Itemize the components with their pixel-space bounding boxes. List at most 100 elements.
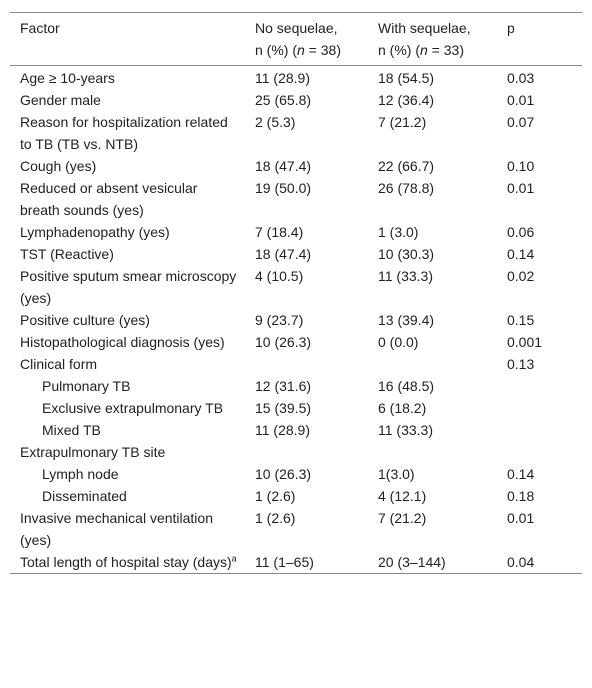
cell: 0 (0.0) bbox=[368, 331, 497, 353]
cell-text: 13 (39.4) bbox=[378, 312, 435, 328]
cell: 18 (47.4) bbox=[245, 243, 368, 265]
cell-text: 2 (5.3) bbox=[255, 114, 296, 130]
cell-text: 15 (39.5) bbox=[255, 400, 312, 416]
header-text: n bbox=[420, 42, 428, 58]
row: Age ≥ 10-years 11 (28.9) 18 (54.5) 0.03 bbox=[10, 66, 582, 90]
row-label: Total length of hospital stay (days)a bbox=[10, 551, 245, 574]
label-text: Clinical form bbox=[20, 356, 98, 372]
cell-text: 0.03 bbox=[507, 70, 535, 86]
header-text: No sequelae, bbox=[255, 20, 338, 36]
cell: 0.001 bbox=[497, 331, 582, 353]
cell: 1 (2.6) bbox=[245, 485, 368, 507]
label-text: Invasive mechanical ventilation (yes) bbox=[20, 510, 213, 548]
sub-row: Mixed TB 11 (28.9) 11 (33.3) bbox=[10, 419, 582, 441]
cell-text: 0.001 bbox=[507, 334, 543, 350]
cell-text: 20 (3–144) bbox=[378, 554, 446, 570]
row: Clinical form 0.13 bbox=[10, 353, 582, 375]
cell: 1(3.0) bbox=[368, 463, 497, 485]
cell: 11 (28.9) bbox=[245, 419, 368, 441]
header-cell: Factor bbox=[10, 13, 245, 66]
row: Positive culture (yes) 9 (23.7) 13 (39.4) 0… bbox=[10, 309, 582, 331]
cell: 22 (66.7) bbox=[368, 155, 497, 177]
label-text: Total length of hospital stay (days) bbox=[20, 554, 232, 570]
cell: 12 (31.6) bbox=[245, 375, 368, 397]
data-table: Factor No sequelae, n (%) (n = 38) With seq… bbox=[10, 12, 582, 574]
row-label: Lymphadenopathy (yes) bbox=[10, 221, 245, 243]
label-text: TST (Reactive) bbox=[20, 246, 114, 262]
cell-text: 12 (36.4) bbox=[378, 92, 435, 108]
row-label: Invasive mechanical ventilation (yes) bbox=[10, 507, 245, 551]
label-text: Age ≥ 10-years bbox=[20, 70, 115, 86]
cell-text: 26 (78.8) bbox=[378, 180, 435, 196]
header-text: n (%) ( bbox=[378, 42, 420, 58]
row-label: Mixed TB bbox=[10, 419, 245, 441]
cell: 19 (50.0) bbox=[245, 177, 368, 221]
row-label: Age ≥ 10-years bbox=[10, 66, 245, 90]
label-text: Cough (yes) bbox=[20, 158, 97, 174]
cell-text: 0.10 bbox=[507, 158, 535, 174]
label-text: Lymphadenopathy (yes) bbox=[20, 224, 170, 240]
cell bbox=[497, 397, 582, 419]
cell: 0.06 bbox=[497, 221, 582, 243]
label-text: Lymph node bbox=[42, 466, 119, 482]
cell: 0.14 bbox=[497, 243, 582, 265]
cell-text: 4 (12.1) bbox=[378, 488, 427, 504]
row-label: Disseminated bbox=[10, 485, 245, 507]
cell: 0.14 bbox=[497, 463, 582, 485]
header-text: With sequelae, bbox=[378, 20, 471, 36]
cell: 11 (1–65) bbox=[245, 551, 368, 574]
sub-row: Exclusive extrapulmonary TB 15 (39.5) 6 (1… bbox=[10, 397, 582, 419]
cell: 0.15 bbox=[497, 309, 582, 331]
table-body: Age ≥ 10-years 11 (28.9) 18 (54.5) 0.03 Gend… bbox=[10, 66, 582, 574]
cell: 0.10 bbox=[497, 155, 582, 177]
cell: 11 (28.9) bbox=[245, 66, 368, 90]
cell-text: 16 (48.5) bbox=[378, 378, 435, 394]
cell-text: 0.01 bbox=[507, 92, 535, 108]
cell: 26 (78.8) bbox=[368, 177, 497, 221]
cell-text: 1 (2.6) bbox=[255, 488, 296, 504]
cell: 11 (33.3) bbox=[368, 419, 497, 441]
cell-text: 4 (10.5) bbox=[255, 268, 304, 284]
header-text: n bbox=[297, 42, 305, 58]
row-label: Reduced or absent vesicular breath sound… bbox=[10, 177, 245, 221]
cell bbox=[245, 353, 368, 375]
cell-text: 0.14 bbox=[507, 466, 535, 482]
cell-text: 18 (54.5) bbox=[378, 70, 435, 86]
cell: 1 (2.6) bbox=[245, 507, 368, 551]
cell: 0.02 bbox=[497, 265, 582, 309]
cell: 0.04 bbox=[497, 551, 582, 574]
cell: 0.01 bbox=[497, 89, 582, 111]
cell: 10 (30.3) bbox=[368, 243, 497, 265]
row-label: Lymph node bbox=[10, 463, 245, 485]
row: TST (Reactive) 18 (47.4) 10 (30.3) 0.14 bbox=[10, 243, 582, 265]
cell: 1 (3.0) bbox=[368, 221, 497, 243]
cell bbox=[368, 353, 497, 375]
sub-row: Pulmonary TB 12 (31.6) 16 (48.5) bbox=[10, 375, 582, 397]
label-text: Mixed TB bbox=[42, 422, 101, 438]
sub-row: Lymph node 10 (26.3) 1(3.0) 0.14 bbox=[10, 463, 582, 485]
header-row: Factor No sequelae, n (%) (n = 38) With seq… bbox=[10, 12, 582, 66]
label-text: Histopathological diagnosis (yes) bbox=[20, 334, 225, 350]
cell-text: 18 (47.4) bbox=[255, 246, 312, 262]
cell: 6 (18.2) bbox=[368, 397, 497, 419]
row-label: TST (Reactive) bbox=[10, 243, 245, 265]
row-label: Positive culture (yes) bbox=[10, 309, 245, 331]
cell: 0.07 bbox=[497, 111, 582, 155]
row: Cough (yes) 18 (47.4) 22 (66.7) 0.10 bbox=[10, 155, 582, 177]
header-cell: No sequelae, n (%) (n = 38) bbox=[245, 13, 368, 66]
row: Reduced or absent vesicular breath sound… bbox=[10, 177, 582, 221]
cell-text: 10 (30.3) bbox=[378, 246, 435, 262]
cell-text: 6 (18.2) bbox=[378, 400, 427, 416]
row: Gender male 25 (65.8) 12 (36.4) 0.01 bbox=[10, 89, 582, 111]
cell: 4 (10.5) bbox=[245, 265, 368, 309]
cell-text: 11 (33.3) bbox=[378, 268, 433, 284]
cell: 0.01 bbox=[497, 507, 582, 551]
cell: 9 (23.7) bbox=[245, 309, 368, 331]
cell: 7 (21.2) bbox=[368, 111, 497, 155]
cell: 7 (21.2) bbox=[368, 507, 497, 551]
cell-text: 7 (18.4) bbox=[255, 224, 304, 240]
header-text: Factor bbox=[20, 20, 60, 36]
header-text: n (%) ( bbox=[255, 42, 297, 58]
footnote-marker: a bbox=[231, 553, 237, 564]
cell-text: 18 (47.4) bbox=[255, 158, 312, 174]
